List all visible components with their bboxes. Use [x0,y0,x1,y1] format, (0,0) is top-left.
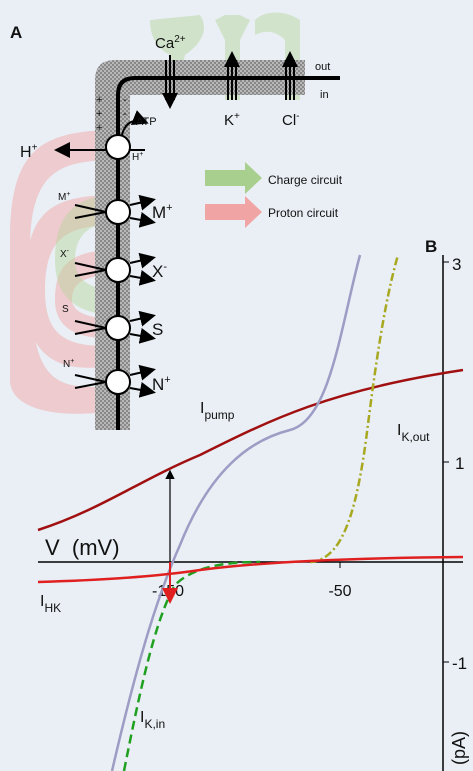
ion: H [132,152,139,163]
ion: N [152,375,164,394]
charge: 2+ [174,34,186,45]
body: A Ca2+ K+ Cl- out in +++ --- ATP H+H+M+M… [0,0,473,771]
atp-label: ATP [136,116,157,128]
curve-label: IHK [40,593,61,615]
x-tick-label: -150 [152,583,184,600]
x-tick-label: -50 [328,583,351,600]
pump-ion-label: S [62,304,69,315]
legend-label: Charge circuit [268,173,343,187]
ion: M [58,192,66,203]
ion: Ca [155,35,175,52]
y-axis-label: (pA) [449,731,469,765]
ion: H [20,144,32,161]
k-out-curve [310,255,398,562]
charge: - [296,111,299,122]
curve-label: IK,in [140,709,165,731]
ion: S [62,304,69,315]
out-label: out [315,61,330,73]
ion: X [152,262,163,281]
charge: + [66,191,70,198]
ion: N [63,359,70,370]
ion: K [224,112,234,129]
charge: + [166,202,172,214]
panel-label: B [425,237,437,256]
y-ticks [443,262,449,662]
y-tick-label: 3 [452,255,461,274]
total-curve [112,255,360,771]
panel-label: A [10,23,22,42]
plus: + [96,122,102,134]
x-axis-label: V (mV) [45,535,120,560]
minus: - [123,108,127,120]
charge: + [234,111,240,122]
curve-label: IK,out [397,422,430,444]
minus: - [123,94,127,106]
channel-label: Cl- [282,111,300,129]
legend-label: Proton circuit [268,206,339,220]
pump-ion-label: H+ [132,151,143,163]
k-in-curve [124,562,260,771]
in-label: in [320,89,329,101]
minus: - [123,122,127,134]
subscript: pump [204,408,234,422]
ion: Cl [282,112,296,129]
charge: - [163,261,167,273]
charge: + [164,374,170,386]
hk-curve [38,557,463,582]
pump-ion-label: X- [152,261,167,281]
subscript: HK [44,601,61,615]
ion: S [152,320,163,339]
charge: + [32,143,38,154]
figure: A Ca2+ K+ Cl- out in +++ --- ATP H+H+M+M… [0,0,473,771]
legend-swatch-charge [205,162,262,194]
curve-label: Ipump [200,400,235,422]
plus: + [96,94,102,106]
pump-ion-label: N+ [152,374,171,394]
y-tick-label: -1 [452,654,467,673]
subscript: K,out [401,430,430,444]
subscript: K,in [144,717,165,731]
ion: M [152,203,166,222]
pump-ion-label: S [152,320,163,339]
pump-ion-label: M+ [152,202,173,222]
legend-swatch-proton [205,196,262,228]
plus: + [96,108,102,120]
charge: + [139,151,143,158]
y-tick-label: 1 [455,454,464,473]
channel-label: K+ [224,111,240,129]
page: {"panel_a":{"label":"A","channels":[{"ma… [0,0,473,771]
charge: + [70,358,74,365]
pump-ion-label: N+ [63,358,74,370]
